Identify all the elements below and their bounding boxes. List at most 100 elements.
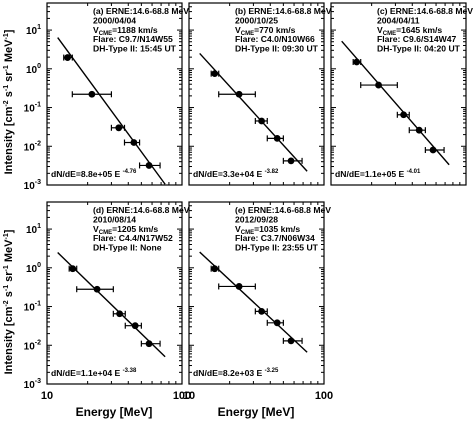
- y-tick-label-exp: -1: [35, 102, 41, 109]
- flare-info: Flare: C9.7/N14W55: [93, 34, 173, 44]
- y-tick-label-base: 10: [26, 225, 38, 236]
- data-point: [235, 90, 243, 98]
- event-date: 2004/04/11: [377, 15, 420, 25]
- data-point: [211, 265, 219, 273]
- panel-title: (e) ERNE:14.6-68.8 MeV: [235, 205, 331, 215]
- flare-info: Flare: C4.0/N10W66: [235, 34, 315, 44]
- data-point: [258, 117, 266, 125]
- fit-equation-prefix: dN/dE=8.8e+05 E: [51, 169, 123, 179]
- cme-speed-v: V: [377, 25, 383, 35]
- flare-info: Flare: C4.4/N17W52: [93, 233, 173, 243]
- cme-speed-sub: CME: [241, 230, 254, 236]
- cme-speed-sub: CME: [383, 31, 396, 37]
- y-tick-label-exp: -1: [35, 301, 41, 308]
- panel-e: 10 100 (e) ERNE:14.6-68.8 MeV2012/09/28VCM…: [183, 201, 333, 402]
- y-tick-label-exp: 0: [37, 63, 41, 70]
- fit-equation: dN/dE=8.2e+03 E -3.25: [193, 368, 279, 378]
- cme-speed: VCME=1035 km/s: [235, 224, 300, 236]
- fit-equation-prefix: dN/dE=1.1e+05 E: [335, 169, 407, 179]
- event-date: 2010/08/14: [93, 214, 136, 224]
- cme-speed-v: V: [235, 224, 241, 234]
- data-point: [69, 265, 77, 273]
- fit-line: [57, 37, 166, 185]
- ylabel-exp1: -2: [3, 300, 10, 306]
- ylabel-exp3: -1: [3, 65, 10, 71]
- dh-type-ii: DH-Type II: 04:20 UT: [377, 44, 461, 54]
- cme-speed-value: =1645 km/s: [396, 25, 442, 35]
- event-date: 2000/10/25: [235, 15, 278, 25]
- cme-speed-value: =1205 km/s: [112, 224, 158, 234]
- data-point: [415, 126, 423, 134]
- cme-speed-sub: CME: [241, 31, 254, 37]
- y-tick-label: 10-1: [24, 301, 41, 314]
- y-tick-label-exp: -2: [35, 140, 41, 147]
- x-axis-label-left: Energy [MeV]: [76, 405, 153, 419]
- fit-equation-exp: -3.82: [265, 169, 279, 175]
- y-tick-label: 10-2: [24, 140, 41, 153]
- fit-equation-prefix: dN/dE=8.2e+03 E: [193, 368, 265, 378]
- data-point: [273, 134, 281, 142]
- x-tick-label: 100: [173, 390, 191, 402]
- ylabel-exp4: -1: [3, 33, 10, 39]
- x-tick-label: 100: [315, 390, 333, 402]
- y-tick-label: 101: [26, 24, 41, 37]
- fit-equation: dN/dE=1.1e+05 E -4.01: [335, 169, 421, 179]
- ylabel-text: Intensity [cm: [3, 106, 15, 174]
- dh-type-ii: DH-Type II: 09:30 UT: [235, 44, 319, 54]
- cme-speed-v: V: [93, 25, 99, 35]
- cme-speed: VCME=770 km/s: [235, 25, 296, 37]
- cme-speed: VCME=1645 km/s: [377, 25, 442, 37]
- ylabel-mid1: s: [3, 91, 15, 100]
- fit-equation-prefix: dN/dE=1.1e+04 E: [51, 368, 123, 378]
- data-point: [131, 322, 139, 330]
- y-tick-label-base: 10: [24, 380, 36, 391]
- ylabel-end: ]: [3, 229, 15, 233]
- cme-speed-v: V: [235, 25, 241, 35]
- ylabel-end: ]: [3, 29, 15, 33]
- y-tick-label-exp: 1: [37, 24, 41, 31]
- y-tick-label-base: 10: [24, 341, 36, 352]
- data-point: [145, 162, 153, 169]
- plot-frame: [330, 2, 467, 186]
- fit-equation: dN/dE=1.1e+04 E -3.38: [51, 368, 137, 378]
- y-tick-label-base: 10: [24, 142, 36, 153]
- dh-type-ii: DH-Type II: 15:45 UT: [93, 44, 177, 54]
- data-point: [400, 111, 408, 119]
- panel-c: (c) ERNE:14.6-68.8 MeV2004/04/11VCME=164…: [330, 2, 473, 186]
- data-point: [115, 124, 123, 132]
- fit-equation: dN/dE=8.8e+05 E -4.76: [51, 169, 137, 179]
- ylabel-mid3: MeV: [3, 39, 15, 65]
- data-point: [88, 90, 96, 98]
- y-tick-label: 10-3: [24, 179, 41, 192]
- x-axis-label-right: Energy [MeV]: [218, 405, 295, 419]
- fit-equation-exp: -4.01: [407, 169, 421, 175]
- y-tick-label-exp: 1: [37, 223, 41, 230]
- y-tick-label-base: 10: [26, 264, 38, 275]
- y-tick-label-exp: -3: [35, 378, 41, 385]
- y-tick-label-exp: -2: [35, 339, 41, 346]
- data-point: [64, 54, 71, 61]
- ylabel-text: Intensity [cm: [3, 306, 15, 374]
- data-point: [93, 285, 101, 293]
- data-point: [287, 157, 295, 165]
- y-tick-label: 10-3: [24, 378, 41, 391]
- y-tick-label-base: 10: [24, 181, 36, 192]
- data-point: [287, 337, 295, 345]
- data-point: [130, 139, 138, 146]
- fit-equation-exp: -3.25: [265, 368, 279, 374]
- dh-type-ii: DH-Type II: None: [93, 243, 162, 253]
- data-point: [429, 146, 437, 154]
- y-tick-label-base: 10: [24, 104, 36, 115]
- ylabel-exp2: -1: [3, 285, 10, 291]
- data-point: [258, 307, 266, 315]
- y-axis-label-bottom: Intensity [cm-2 s-1 sr-1 MeV-1]: [3, 229, 15, 374]
- fit-equation-exp: -3.38: [123, 368, 137, 374]
- ylabel-mid1: s: [3, 291, 15, 300]
- y-tick-label: 100: [26, 63, 41, 76]
- fit-equation-exp: -4.76: [123, 169, 137, 175]
- data-point: [353, 58, 361, 66]
- ylabel-exp3: -1: [3, 265, 10, 271]
